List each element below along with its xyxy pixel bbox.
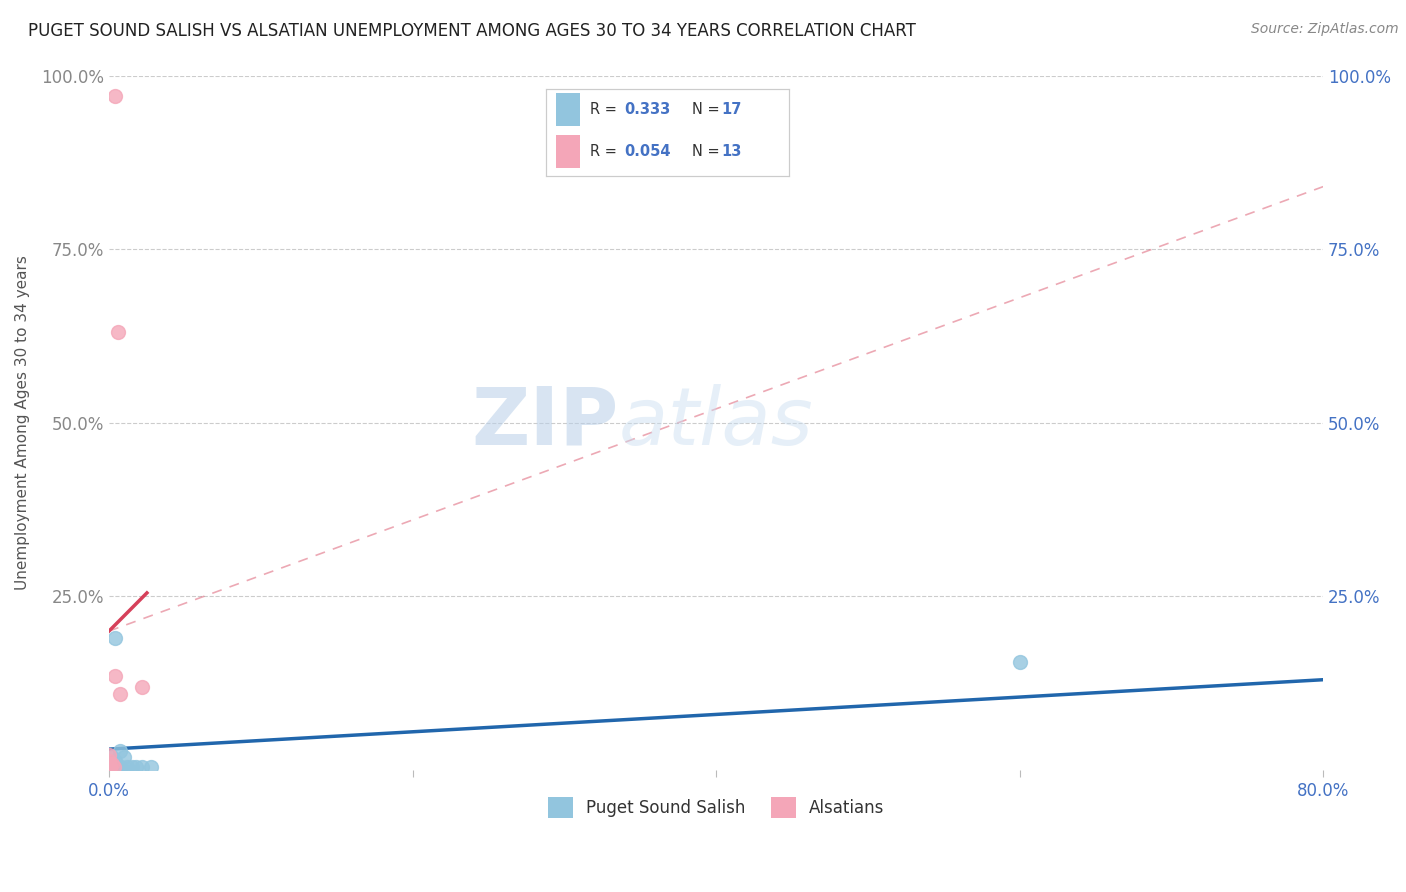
Point <box>101 756 124 771</box>
Point <box>104 754 127 768</box>
Text: Source: ZipAtlas.com: Source: ZipAtlas.com <box>1251 22 1399 37</box>
Point <box>105 759 128 773</box>
Legend: Puget Sound Salish, Alsatians: Puget Sound Salish, Alsatians <box>541 790 891 824</box>
Point <box>100 759 122 773</box>
Point <box>108 687 131 701</box>
Point <box>1008 656 1031 670</box>
Point <box>98 747 121 762</box>
Point <box>107 326 129 340</box>
Point <box>131 759 153 773</box>
Point <box>98 759 121 773</box>
Point <box>125 759 148 773</box>
Point <box>131 680 153 694</box>
Point <box>104 89 127 103</box>
Point <box>121 759 143 773</box>
Point <box>104 669 127 683</box>
Point <box>98 754 121 768</box>
Point <box>103 759 125 773</box>
Point <box>100 759 122 773</box>
Point <box>112 750 135 764</box>
Text: atlas: atlas <box>619 384 814 462</box>
Y-axis label: Unemployment Among Ages 30 to 34 years: Unemployment Among Ages 30 to 34 years <box>15 255 30 591</box>
Text: PUGET SOUND SALISH VS ALSATIAN UNEMPLOYMENT AMONG AGES 30 TO 34 YEARS CORRELATIO: PUGET SOUND SALISH VS ALSATIAN UNEMPLOYM… <box>28 22 915 40</box>
Point <box>108 744 131 758</box>
Point <box>103 759 125 773</box>
Point <box>101 750 124 764</box>
Point <box>115 759 138 773</box>
Point <box>141 759 163 773</box>
Point <box>98 756 121 771</box>
Point <box>104 631 127 645</box>
Point <box>100 759 122 773</box>
Point <box>110 759 132 773</box>
Point <box>107 759 129 773</box>
Point <box>101 757 124 772</box>
Text: ZIP: ZIP <box>471 384 619 462</box>
